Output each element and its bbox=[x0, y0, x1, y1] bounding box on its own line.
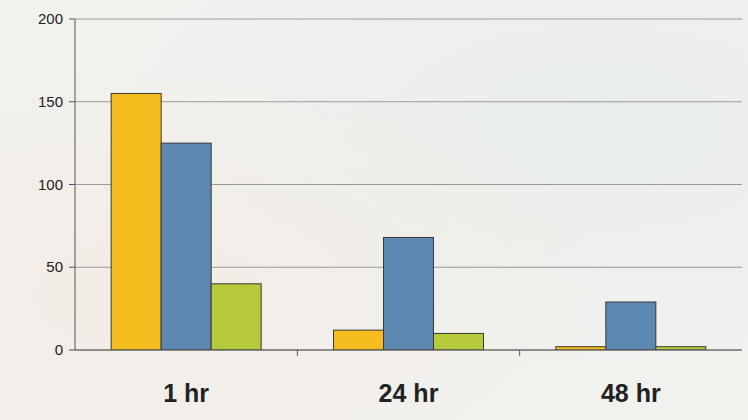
y-tick-label: 150 bbox=[38, 93, 63, 110]
bar bbox=[334, 330, 384, 350]
bar bbox=[434, 333, 484, 350]
y-tick-label: 0 bbox=[55, 341, 63, 358]
chart: 0 50 100 150 200 1 hr 24 hr 48 hr bbox=[0, 0, 748, 420]
bar bbox=[111, 93, 161, 350]
x-tick-label: 48 hr bbox=[601, 379, 661, 407]
grid-line bbox=[75, 350, 742, 351]
bars bbox=[111, 93, 706, 350]
grid-line bbox=[75, 19, 742, 20]
y-tick-label: 100 bbox=[38, 176, 63, 193]
y-tick-label: 200 bbox=[38, 10, 63, 27]
y-tick bbox=[69, 350, 75, 351]
bar bbox=[384, 237, 434, 350]
x-tick-label: 1 hr bbox=[163, 379, 209, 407]
bar bbox=[606, 302, 656, 350]
y-tick bbox=[69, 267, 75, 268]
y-tick-label: 50 bbox=[46, 258, 63, 275]
y-tick bbox=[69, 101, 75, 102]
bar bbox=[161, 143, 211, 350]
y-axis bbox=[75, 19, 76, 350]
bar bbox=[211, 284, 261, 350]
y-tick bbox=[69, 19, 75, 20]
x-axis bbox=[75, 350, 742, 351]
y-tick bbox=[69, 184, 75, 185]
x-tick bbox=[297, 350, 298, 356]
x-tick-label: 24 hr bbox=[379, 379, 439, 407]
x-tick bbox=[519, 350, 520, 356]
grid-line bbox=[75, 101, 742, 102]
